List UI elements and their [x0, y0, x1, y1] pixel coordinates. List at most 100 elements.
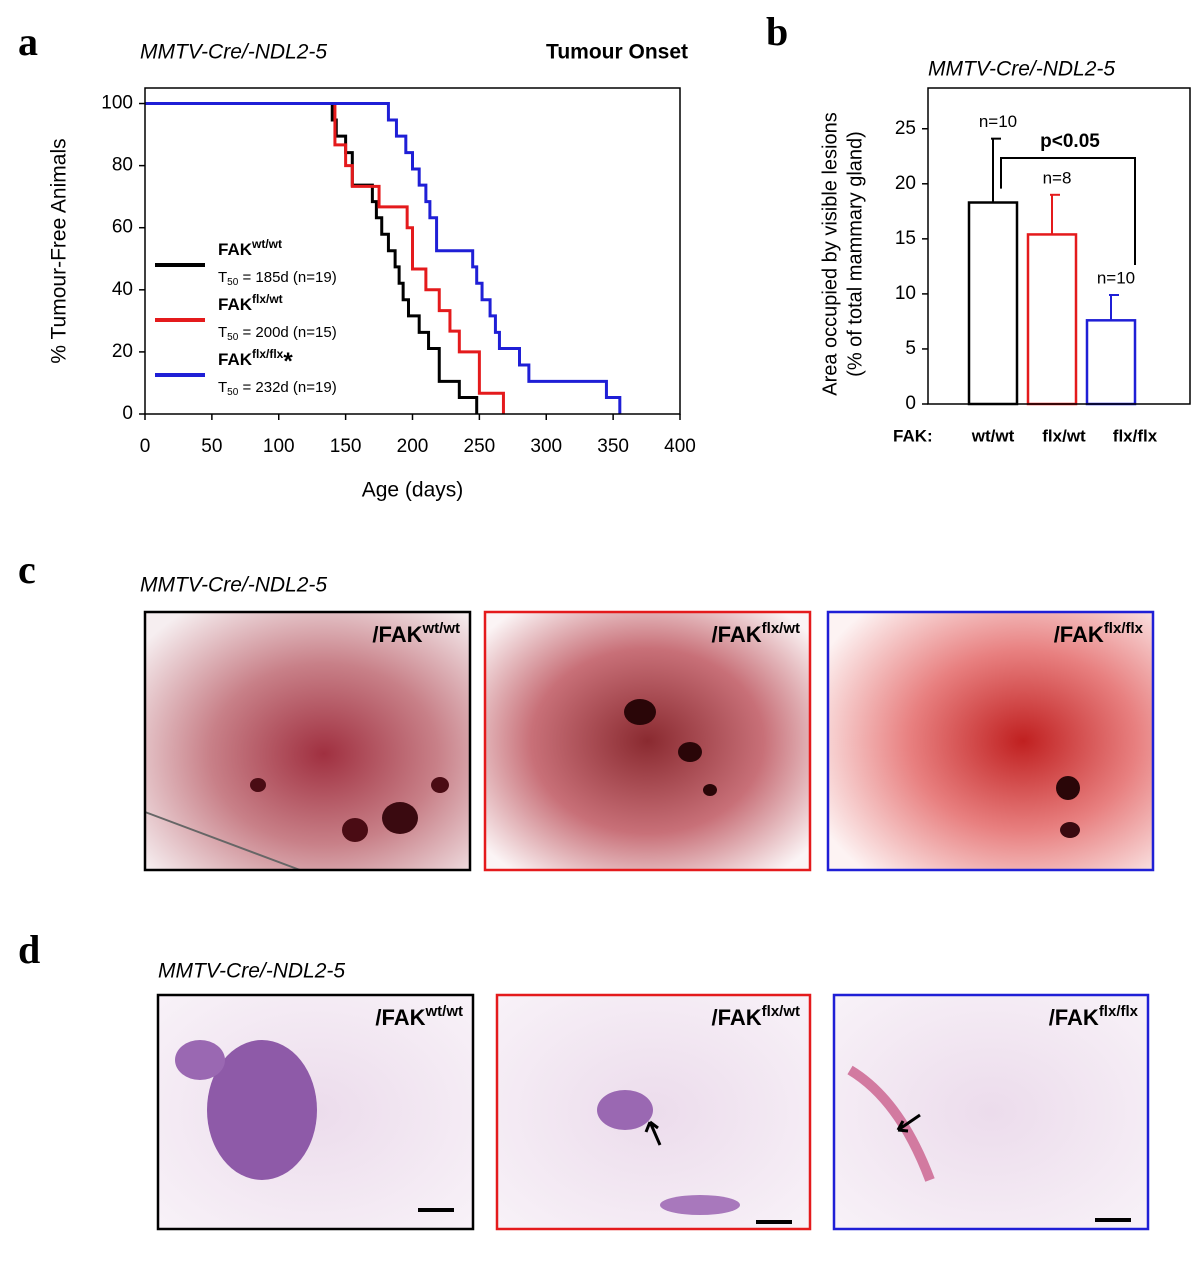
bar: [1085, 319, 1137, 406]
text-part: 50: [227, 332, 239, 343]
y-tick-label: 20: [112, 341, 133, 362]
panel-letter: c: [18, 547, 36, 592]
image-label: /FAKwt/wt: [372, 620, 460, 647]
text-part: flx/wt: [762, 620, 800, 637]
text-part: wt/wt: [425, 1003, 464, 1020]
gland-images: [143, 610, 1155, 872]
arrow: [644, 1120, 662, 1146]
text-part: /FAK: [1054, 622, 1104, 647]
arrow: [896, 1113, 921, 1133]
text-part: wt/wt: [422, 620, 461, 637]
y-tick-label: 0: [122, 403, 133, 424]
image: [145, 612, 470, 870]
x-tick-label: 150: [330, 436, 362, 457]
lesion: [624, 699, 656, 725]
tissue: [660, 1195, 740, 1215]
y-tick-label: 40: [112, 279, 133, 300]
panel-title: MMTV-Cre/-NDL2-5: [140, 574, 327, 597]
bar: [1026, 233, 1078, 406]
survival-line: [145, 102, 505, 414]
lesion: [250, 778, 266, 792]
image: [828, 612, 1153, 870]
y-tick-label: 60: [112, 217, 133, 238]
n-label: n=10: [1097, 268, 1135, 287]
x-tick-label: 350: [597, 436, 629, 457]
n-label: n=8: [1043, 168, 1072, 187]
image-frame: [483, 610, 812, 872]
tissue: [597, 1090, 653, 1130]
legend-stat: T50 = 185d (n=19): [218, 269, 337, 288]
y-tick-label: 15: [895, 228, 916, 249]
text-part: flx/wt: [762, 1003, 800, 1020]
lesion: [1056, 776, 1080, 800]
text-part: /FAK: [712, 622, 762, 647]
y-tick-label: 0: [905, 393, 916, 414]
text-part: T: [218, 379, 227, 396]
text-part: FAK: [218, 350, 253, 369]
text-part: T: [218, 324, 227, 341]
image-frame: [826, 610, 1155, 872]
x-tick-label: 100: [263, 436, 295, 457]
y-tick-label: 25: [895, 118, 916, 139]
lesion: [703, 784, 717, 796]
y-axis-label: (% of total mammary gland): [844, 131, 866, 377]
legend-label: FAKflx/wt: [218, 292, 283, 314]
scale-bar: [1095, 1218, 1131, 1222]
image-label: /FAKflx/wt: [712, 1003, 800, 1030]
panel-letter: b: [766, 9, 788, 54]
y-axis-label: % Tumour-Free Animals: [48, 138, 71, 363]
decor-line: [144, 811, 301, 871]
text-part: *: [283, 348, 293, 375]
image: [485, 612, 810, 870]
text-part: FAK: [218, 240, 253, 259]
x-tick-label: flx/wt: [1042, 426, 1086, 445]
image-frame: [143, 610, 472, 872]
text-part: T: [218, 269, 227, 286]
legend-stat: T50 = 200d (n=15): [218, 324, 337, 343]
text-part: wt/wt: [251, 237, 282, 251]
image-frame: [156, 993, 475, 1231]
legend-label: FAKwt/wt: [218, 237, 282, 259]
image-label: /FAKflx/flx: [1054, 620, 1144, 647]
image: [497, 995, 810, 1229]
text-part: FAK: [218, 295, 253, 314]
text-part: 50: [227, 277, 239, 288]
text-part: flx/flx: [1104, 620, 1144, 637]
image-label: /FAKflx/flx: [1049, 1003, 1139, 1030]
lesion: [678, 742, 702, 762]
text-part: /FAK: [372, 622, 422, 647]
lesion: [342, 818, 368, 842]
image: [834, 995, 1148, 1229]
survival-line: [145, 102, 622, 414]
image-label: /FAKflx/wt: [712, 620, 800, 647]
plot-frame: [144, 87, 681, 415]
x-axis-label: Age (days): [362, 479, 464, 502]
scale-bar: [756, 1220, 792, 1224]
histology-images: [156, 993, 1150, 1231]
n-label: n=10: [979, 112, 1017, 131]
x-tick-label: 50: [201, 436, 222, 457]
legend-label: FAKflx/flx*: [218, 347, 293, 375]
x-axis-label: FAK:: [893, 426, 933, 445]
image-label: /FAKwt/wt: [375, 1003, 463, 1030]
y-tick-label: 80: [112, 155, 133, 176]
chart-title: MMTV-Cre/-NDL2-5: [140, 41, 327, 64]
plot-frame: [927, 87, 1191, 405]
text-part: = 185d (n=19): [238, 269, 336, 286]
lesion: [382, 802, 418, 834]
x-tick-label: 0: [140, 436, 151, 457]
y-axis-label: Area occupied by visible lesions: [819, 112, 841, 396]
x-tick-label: 200: [397, 436, 429, 457]
significance-bracket: [1000, 157, 1136, 265]
text-part: = 232d (n=19): [238, 379, 336, 396]
x-tick-label: 250: [464, 436, 496, 457]
y-tick-label: 10: [895, 283, 916, 304]
text-part: flx/flx: [252, 347, 284, 361]
text-part: /FAK: [1049, 1005, 1099, 1030]
lesion: [431, 777, 449, 793]
legend-stat: T50 = 232d (n=19): [218, 379, 337, 398]
significance-label: p<0.05: [1040, 131, 1100, 152]
scale-bar: [418, 1208, 454, 1212]
tissue: [207, 1040, 317, 1180]
panel-title: MMTV-Cre/-NDL2-5: [158, 960, 345, 983]
